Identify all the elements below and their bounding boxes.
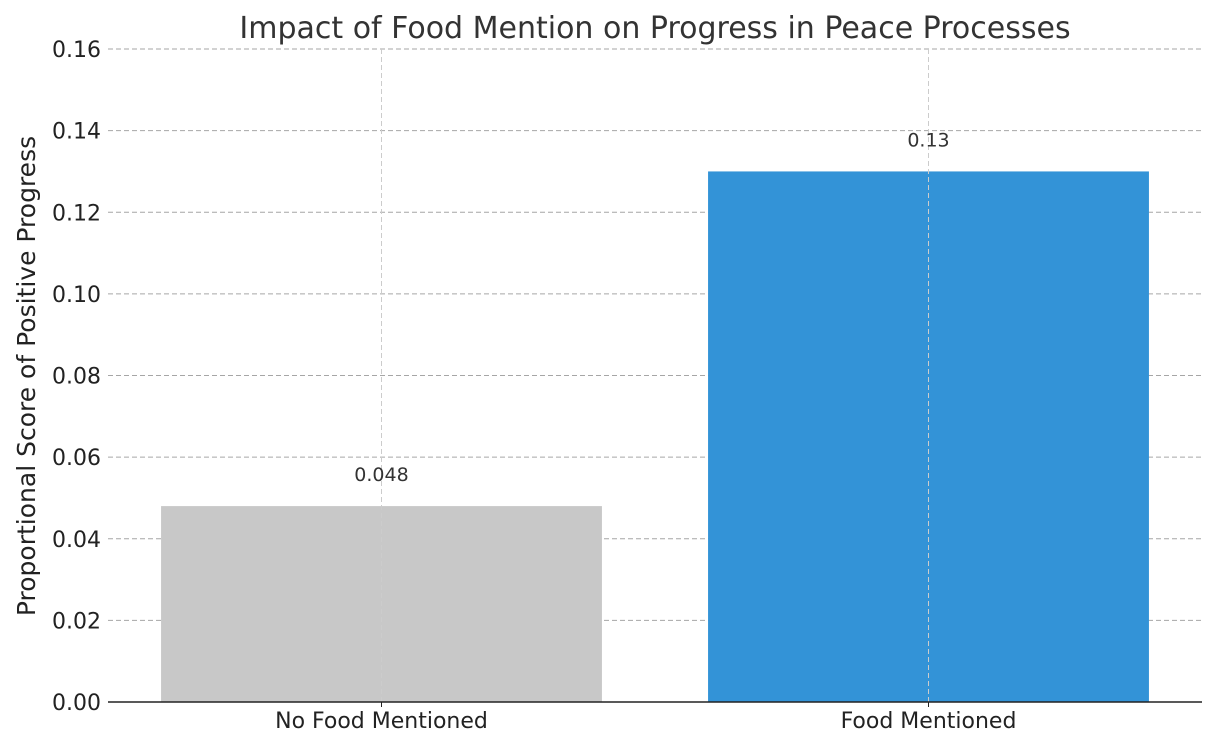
data-labels: 0.048 0.13 xyxy=(354,129,949,486)
y-tick-label: 0.08 xyxy=(52,365,101,390)
y-tick-label: 0.14 xyxy=(52,120,101,145)
x-tick-label: No Food Mentioned xyxy=(275,709,488,734)
tick-labels: 0.00 0.02 0.04 0.06 0.08 0.10 0.12 0.14 0.16 No F… xyxy=(52,38,1016,734)
grid-lines xyxy=(108,48,1202,621)
data-label: 0.048 xyxy=(354,464,408,486)
vertical-grid-lines xyxy=(381,49,929,702)
y-tick-label: 0.16 xyxy=(52,38,101,63)
y-tick-label: 0.10 xyxy=(52,283,101,308)
y-tick-label: 0.00 xyxy=(52,691,101,716)
x-tick-label: Food Mentioned xyxy=(841,709,1017,734)
y-tick-label: 0.06 xyxy=(52,446,101,471)
bars xyxy=(161,171,1149,702)
y-tick-label: 0.02 xyxy=(52,609,101,634)
y-tick-label: 0.12 xyxy=(52,201,101,226)
y-tick-label: 0.04 xyxy=(52,528,101,553)
y-axis-label: Proportional Score of Positive Progress xyxy=(12,136,41,616)
chart-title: Impact of Food Mention on Progress in Pe… xyxy=(239,11,1070,46)
data-label: 0.13 xyxy=(907,129,949,151)
